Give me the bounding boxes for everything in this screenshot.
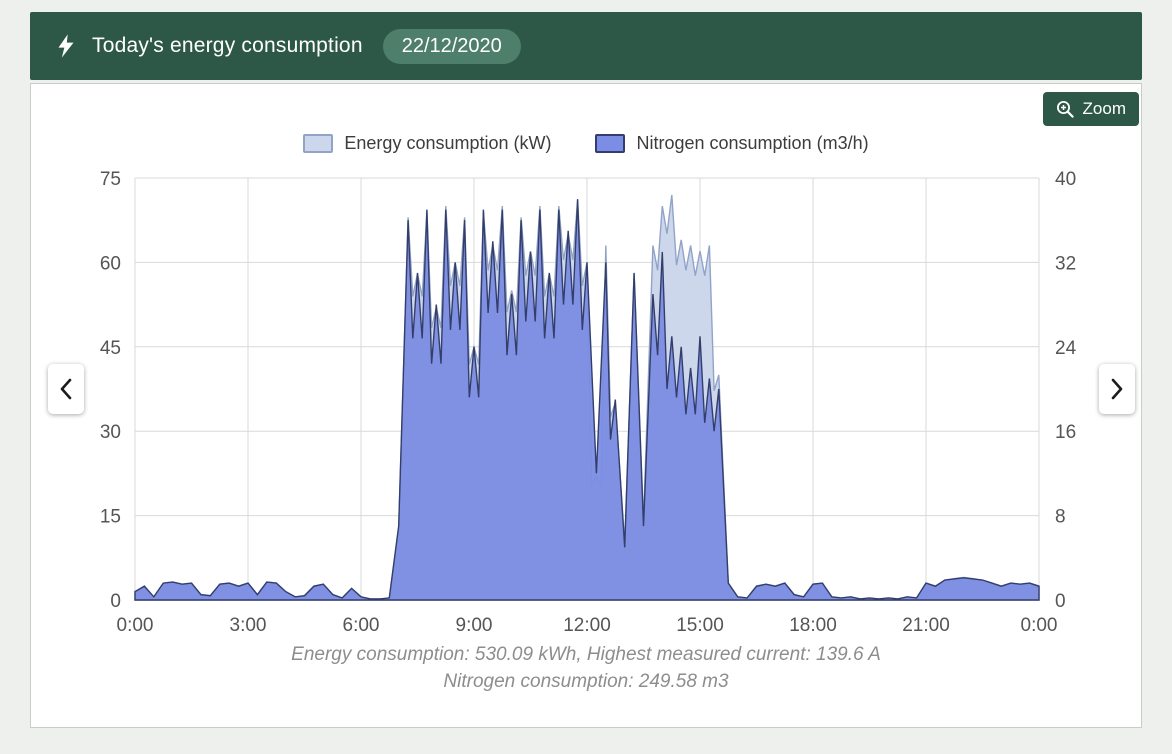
- svg-text:21:00: 21:00: [902, 615, 950, 636]
- zoom-button[interactable]: Zoom: [1042, 92, 1139, 126]
- header-bar: Today's energy consumption 22/12/2020: [30, 12, 1142, 80]
- svg-text:32: 32: [1055, 253, 1076, 274]
- previous-day-button[interactable]: [48, 364, 84, 414]
- svg-text:0: 0: [1055, 591, 1066, 612]
- svg-text:18:00: 18:00: [789, 615, 837, 636]
- chart-panel: Zoom Energy consumption (kW) Nitrogen co…: [30, 83, 1142, 728]
- lightning-bolt-icon: [56, 31, 76, 61]
- svg-text:3:00: 3:00: [230, 615, 267, 636]
- svg-text:15: 15: [100, 507, 121, 528]
- legend-item-energy[interactable]: Energy consumption (kW): [303, 133, 551, 154]
- svg-text:40: 40: [1055, 169, 1076, 190]
- svg-text:12:00: 12:00: [563, 615, 611, 636]
- svg-text:75: 75: [100, 169, 121, 190]
- svg-text:45: 45: [100, 338, 121, 359]
- legend-label-nitrogen: Nitrogen consumption (m3/h): [636, 132, 869, 153]
- svg-text:8: 8: [1055, 507, 1066, 528]
- chevron-right-icon: [1110, 377, 1124, 401]
- svg-text:6:00: 6:00: [343, 615, 380, 636]
- svg-text:0: 0: [110, 591, 121, 612]
- page-root: Today's energy consumption 22/12/2020 Zo…: [30, 12, 1142, 728]
- caption-line-nitrogen: Nitrogen consumption: 249.58 m3: [443, 670, 729, 692]
- svg-text:30: 30: [100, 422, 121, 443]
- svg-text:0:00: 0:00: [1021, 615, 1058, 636]
- svg-text:0:00: 0:00: [117, 615, 154, 636]
- zoom-button-label: Zoom: [1082, 99, 1126, 118]
- energy-swatch-icon: [303, 133, 334, 153]
- nitrogen-swatch-icon: [595, 133, 626, 153]
- chart-legend: Energy consumption (kW) Nitrogen consump…: [31, 130, 1141, 156]
- svg-text:9:00: 9:00: [456, 615, 493, 636]
- svg-text:24: 24: [1055, 338, 1077, 359]
- svg-text:15:00: 15:00: [676, 615, 724, 636]
- legend-label-energy: Energy consumption (kW): [344, 132, 552, 153]
- next-day-button[interactable]: [1099, 364, 1135, 414]
- chevron-left-icon: [59, 377, 73, 401]
- date-badge: 22/12/2020: [382, 28, 521, 64]
- svg-text:16: 16: [1055, 422, 1076, 443]
- legend-item-nitrogen[interactable]: Nitrogen consumption (m3/h): [595, 132, 869, 154]
- energy-chart-svg: 0 0 15 8 30 16 45 24 60 32 75 40 0:00 3:00 6:00 9:00 12:…: [100, 169, 1077, 636]
- chart-caption: Energy consumption: 530.09 kWh, Highest …: [31, 642, 1141, 696]
- magnifier-plus-icon: [1056, 100, 1075, 119]
- caption-line-energy: Energy consumption: 530.09 kWh, Highest …: [291, 644, 881, 665]
- svg-text:60: 60: [100, 253, 121, 274]
- page-title: Today's energy consumption: [92, 34, 363, 57]
